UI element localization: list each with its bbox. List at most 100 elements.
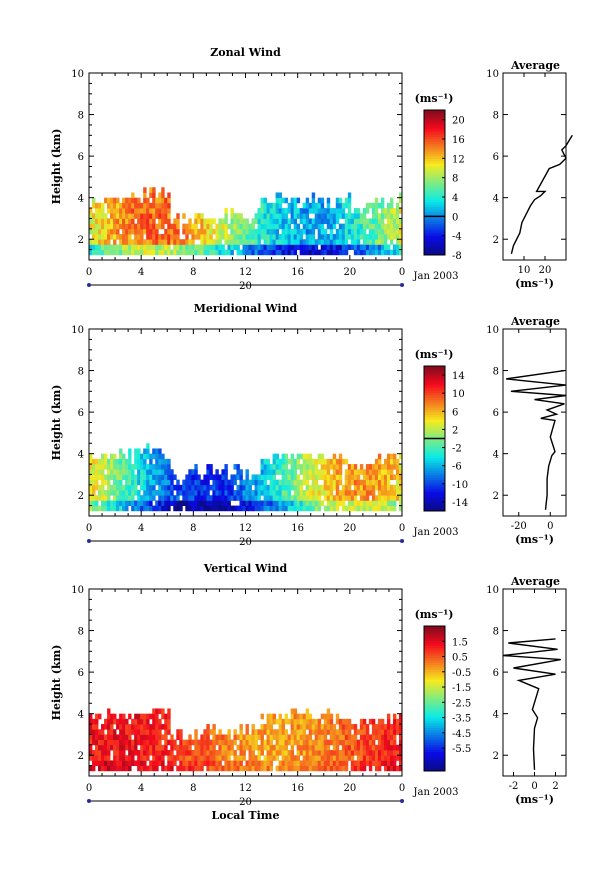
heatmap-cell — [137, 718, 141, 725]
heatmap-cell — [353, 223, 358, 230]
heatmap-cell — [269, 755, 273, 761]
heatmap-cell — [293, 490, 298, 496]
heatmap-cell — [101, 458, 105, 465]
y-tick-label: 2 — [78, 751, 84, 762]
heatmap-cell — [251, 755, 255, 761]
heatmap-cell — [176, 744, 180, 751]
heatmap-cell — [110, 713, 114, 720]
heatmap-cell — [308, 244, 313, 251]
heatmap-cell — [308, 453, 313, 460]
heatmap-cell — [254, 734, 258, 741]
average-title: Average — [510, 315, 560, 328]
heatmap-cell — [383, 464, 388, 470]
heatmap-cell — [383, 500, 388, 507]
heatmap-cell — [248, 739, 252, 746]
heatmap-cell — [275, 464, 280, 470]
heatmap-cell — [101, 474, 105, 481]
x-axis-label: Local Time — [212, 809, 280, 822]
heatmap-cell — [275, 469, 280, 475]
heatmap-cell — [332, 750, 337, 756]
heatmap-cell — [254, 765, 258, 772]
colorbar-step — [424, 129, 445, 133]
heatmap-cell — [95, 239, 99, 245]
heatmap-cell — [368, 239, 373, 245]
heatmap-cell — [392, 244, 397, 251]
heatmap-cell — [164, 458, 168, 465]
heatmap-cell — [173, 474, 177, 481]
heatmap-cell — [296, 474, 301, 481]
heatmap-cell — [125, 729, 129, 735]
heatmap-cell — [287, 202, 292, 209]
heatmap-cell — [113, 213, 117, 219]
heatmap-cell — [143, 218, 147, 225]
heatmap-cell — [329, 713, 334, 720]
heatmap-cell — [242, 249, 246, 256]
heatmap-cell — [359, 724, 364, 730]
heatmap-cell — [140, 729, 144, 735]
average-y-tick-label: 6 — [493, 668, 499, 679]
heatmap-cell — [263, 474, 267, 481]
heatmap-cell — [350, 479, 355, 486]
heatmap-cell — [101, 724, 105, 730]
heatmap-cell — [290, 208, 295, 214]
heatmap-cell — [173, 218, 177, 225]
heatmap-cell — [317, 208, 322, 214]
colorbar-step — [424, 686, 445, 690]
heatmap-cell — [356, 484, 361, 491]
heatmap-cell — [311, 474, 316, 481]
heatmap-cell — [389, 484, 394, 491]
heatmap-cell — [311, 724, 316, 730]
heatmap-cell — [92, 234, 96, 240]
heatmap-cell — [113, 729, 117, 735]
heatmap-cell — [305, 453, 310, 460]
heatmap-cell — [275, 718, 280, 725]
heatmap-cell — [224, 484, 228, 491]
day-label: 20 — [239, 537, 252, 548]
heatmap-cell — [365, 234, 370, 240]
heatmap-cell — [209, 739, 213, 746]
x-tick-label: 12 — [239, 523, 252, 534]
heatmap-cell — [260, 479, 264, 486]
heatmap-cell — [161, 724, 165, 730]
heatmap-cell — [314, 458, 319, 465]
heatmap-cell — [107, 495, 111, 501]
heatmap-cell — [197, 218, 201, 225]
heatmap-cell — [113, 718, 117, 725]
colorbar-step — [424, 192, 445, 196]
heatmap-cell — [134, 464, 138, 470]
heatmap-cell — [272, 464, 276, 470]
heatmap-cell — [251, 234, 255, 240]
heatmap-cell — [107, 713, 111, 720]
heatmap-cell — [332, 453, 337, 460]
heatmap-cell — [215, 495, 219, 501]
heatmap-cell — [131, 474, 135, 481]
heatmap-cell — [149, 500, 153, 507]
heatmap-cell — [125, 495, 129, 501]
heatmap-cell — [209, 464, 213, 470]
heatmap-cell — [218, 755, 222, 761]
heatmap-cell — [134, 734, 138, 741]
heatmap-cell — [380, 239, 385, 245]
heatmap-cell — [236, 495, 240, 501]
heatmap-cell — [386, 744, 391, 751]
heatmap-cell — [314, 734, 319, 741]
heatmap-cell — [116, 744, 120, 751]
heatmap-cell — [203, 750, 207, 756]
colorbar-step — [424, 126, 445, 130]
heatmap-cell — [314, 244, 319, 251]
heatmap-cell — [164, 218, 168, 225]
heatmap-cell — [365, 244, 370, 251]
heatmap-cell — [146, 213, 150, 219]
heatmap-cell — [290, 760, 295, 767]
heatmap-cell — [113, 197, 117, 204]
heatmap-cell — [329, 505, 334, 512]
heatmap-cell — [341, 718, 346, 725]
heatmap-cell — [128, 234, 132, 240]
colorbar-step — [424, 218, 445, 222]
heatmap-cell — [185, 755, 189, 761]
heatmap-cell — [170, 474, 174, 481]
heatmap-cell — [371, 760, 376, 767]
heatmap-cell — [290, 479, 295, 486]
heatmap-cell — [149, 239, 153, 245]
heatmap-cell — [287, 490, 292, 496]
